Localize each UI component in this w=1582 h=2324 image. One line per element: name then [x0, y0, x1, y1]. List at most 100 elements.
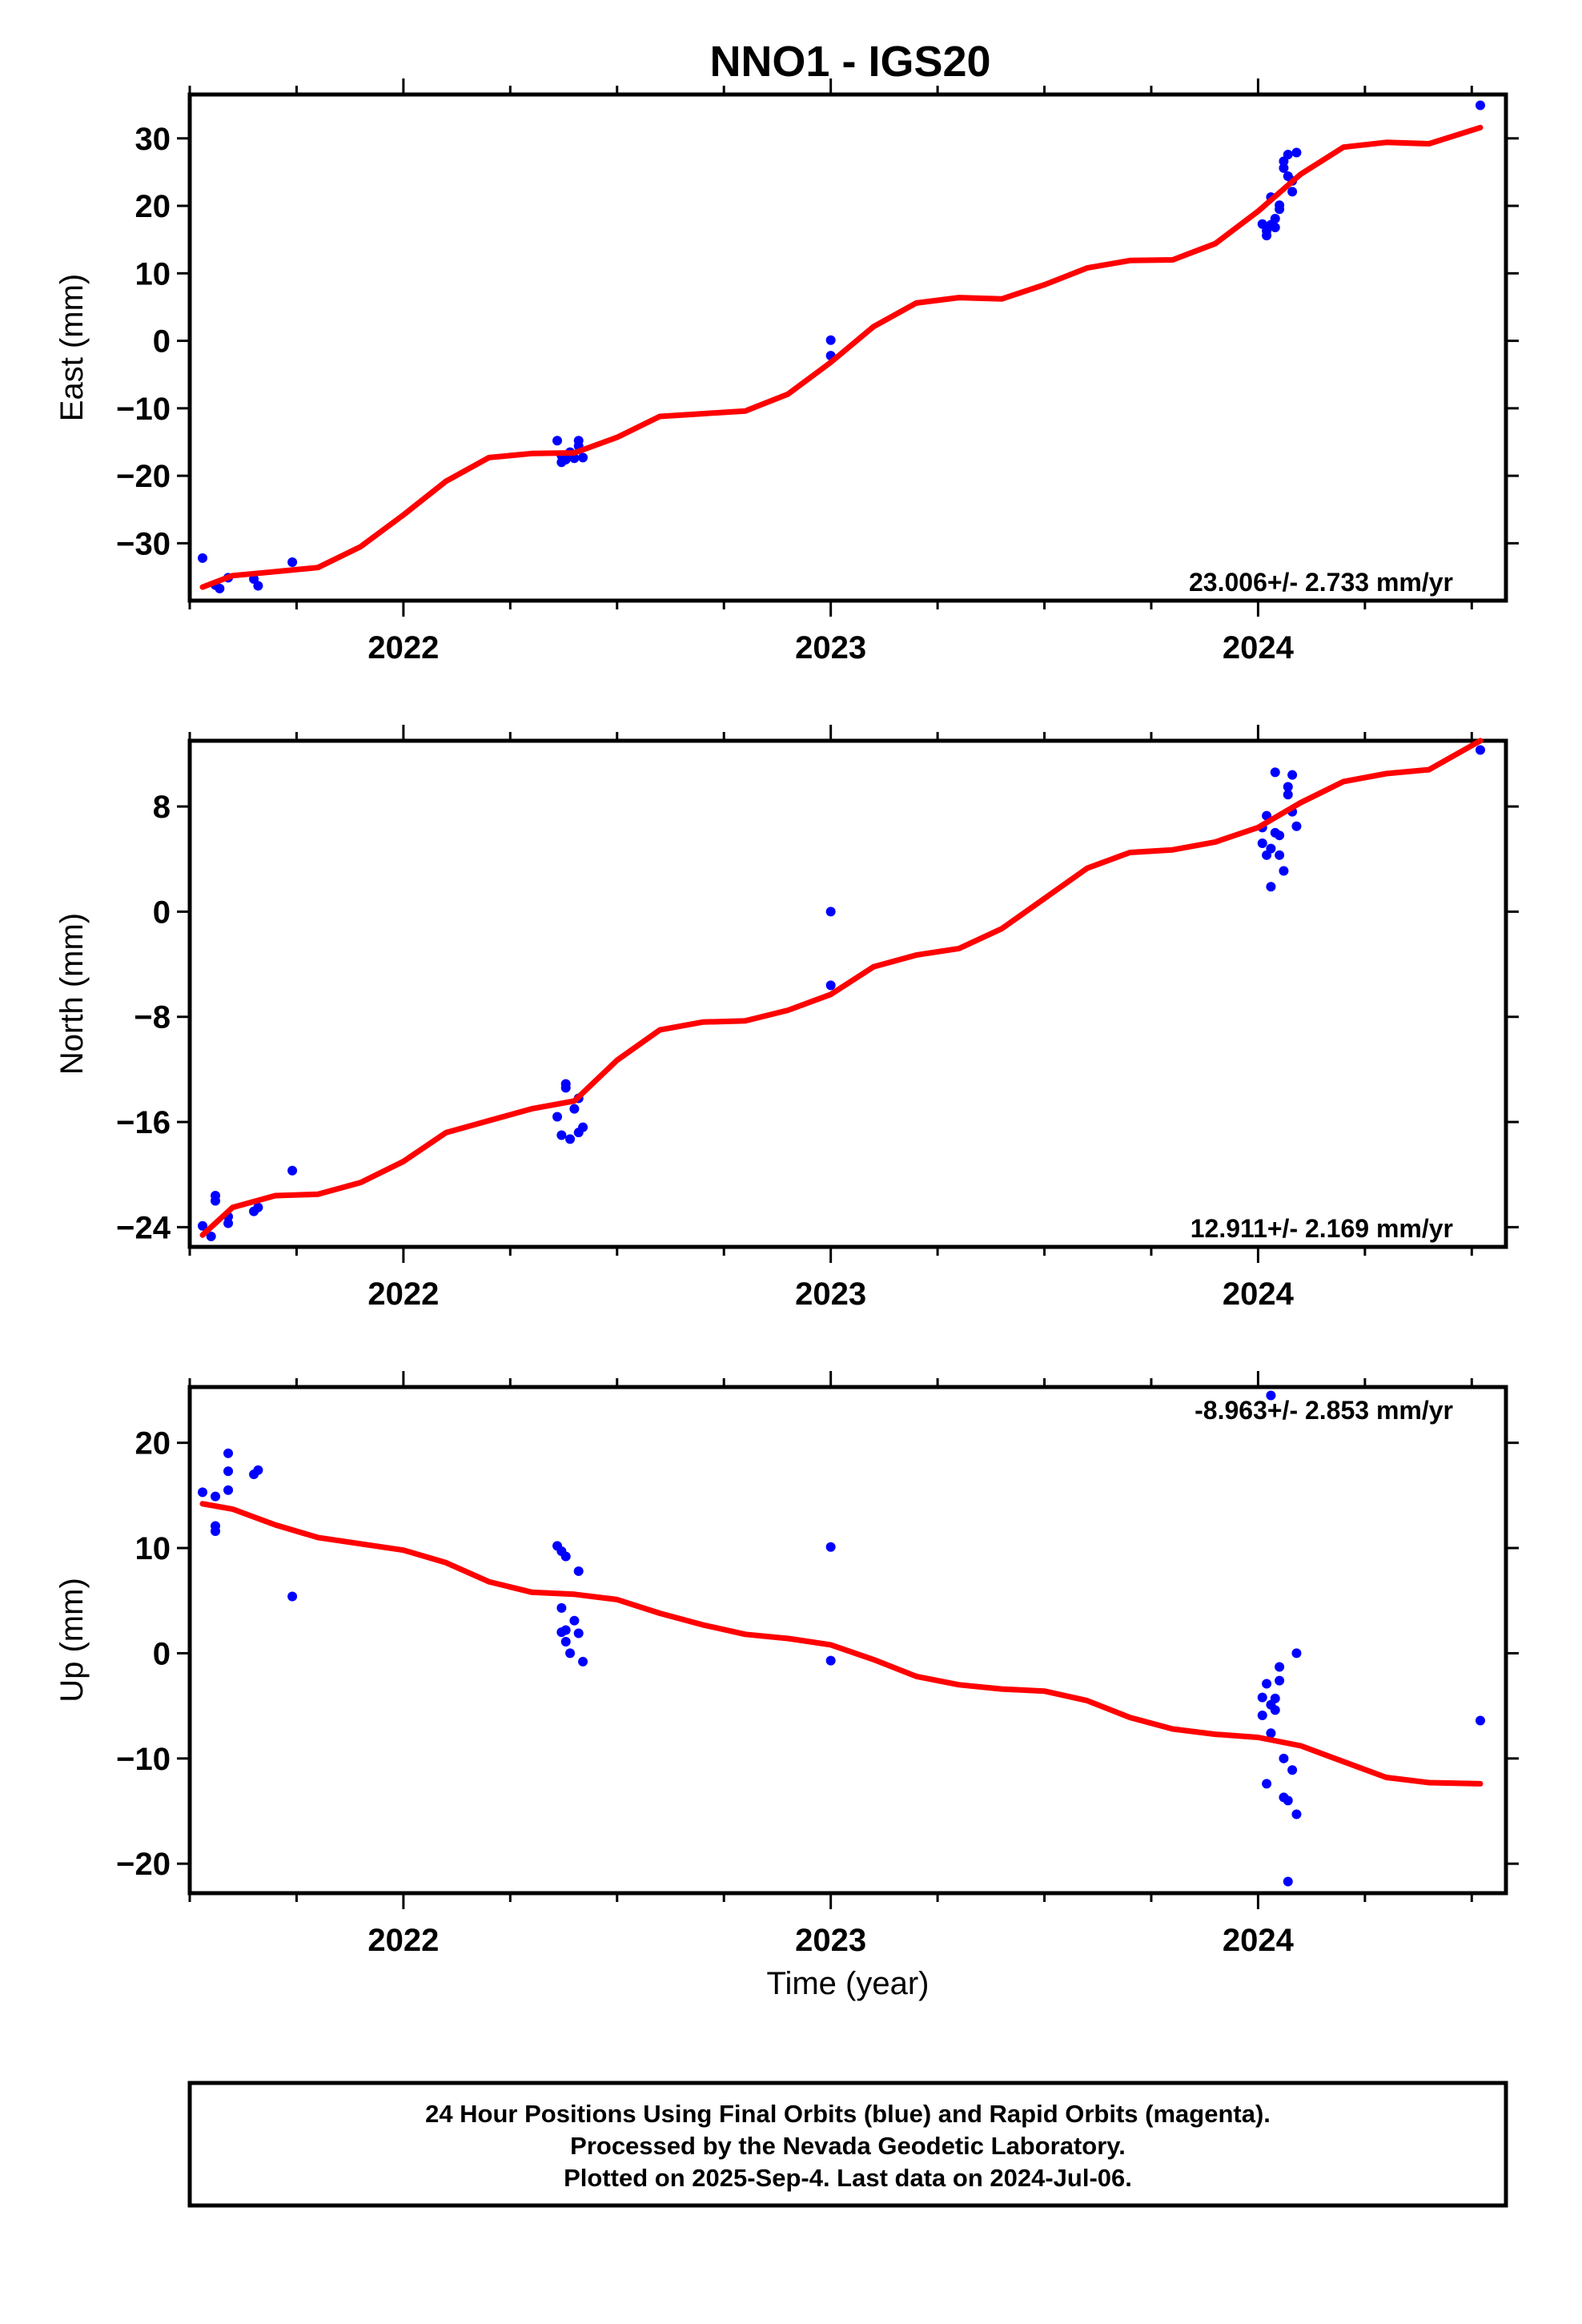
footer-line-2: Processed by the Nevada Geodetic Laborat…	[570, 2132, 1126, 2160]
data-point	[211, 1491, 221, 1502]
y-tick-label: 10	[135, 256, 171, 292]
x-tick-label: 2022	[367, 630, 439, 665]
y-tick-label: −10	[116, 392, 171, 427]
data-point	[560, 1551, 571, 1562]
data-point	[1287, 1765, 1298, 1775]
data-point	[1257, 1692, 1267, 1703]
data-point	[578, 1122, 588, 1132]
x-axis-label: Time (year)	[767, 1966, 930, 2001]
y-tick-label: 0	[153, 1636, 171, 1671]
y-tick-label: 0	[153, 895, 171, 930]
y-tick-label: −24	[116, 1210, 171, 1245]
data-point	[565, 1134, 576, 1144]
data-point	[1287, 187, 1298, 197]
model-curve	[199, 124, 1484, 590]
x-tick-label: 2023	[795, 630, 866, 665]
x-tick-label: 2023	[795, 1277, 866, 1312]
data-point	[825, 1542, 836, 1552]
data-point	[1283, 782, 1293, 792]
data-point	[287, 557, 298, 567]
up-panel: 2022 2023 2024 20 10 0 −10 −20 Up (mm) Time (year…	[54, 1371, 1519, 2001]
model-curve	[199, 738, 1484, 1238]
data-point	[1275, 200, 1285, 211]
y-axis-label: Up (mm)	[54, 1578, 90, 1703]
data-point	[569, 1615, 580, 1626]
data-point	[552, 436, 563, 446]
data-point	[578, 1656, 588, 1667]
x-tick-label: 2022	[367, 1277, 439, 1312]
y-tick-label: 20	[135, 1426, 171, 1462]
data-point	[556, 1602, 567, 1613]
y-tick-label: −20	[116, 459, 171, 494]
data-point	[211, 1196, 221, 1206]
data-point	[1270, 223, 1280, 233]
data-point	[560, 1083, 571, 1093]
data-point	[825, 980, 836, 991]
data-point	[1270, 1705, 1280, 1715]
data-point	[1291, 821, 1302, 831]
data-point	[552, 1112, 563, 1122]
data-point	[1287, 770, 1298, 780]
data-point	[198, 1220, 208, 1231]
data-point	[198, 1487, 208, 1498]
velocity-label: 12.911+/- 2.169 mm/yr	[1191, 1214, 1453, 1243]
data-point	[560, 454, 571, 464]
data-point	[1266, 1390, 1276, 1401]
data-point	[569, 453, 580, 464]
y-tick-label: 8	[153, 790, 171, 825]
data-point	[1270, 214, 1280, 224]
data-point	[1475, 100, 1485, 111]
data-point	[1475, 1715, 1485, 1726]
data-point	[1257, 1710, 1267, 1720]
data-point	[1291, 147, 1302, 158]
data-point	[573, 1566, 584, 1576]
data-point	[573, 1628, 584, 1638]
data-point	[206, 1231, 216, 1241]
y-tick-label: 0	[153, 324, 171, 360]
data-point	[223, 1466, 234, 1477]
data-point	[1291, 1648, 1302, 1659]
x-tick-label: 2024	[1223, 630, 1295, 665]
data-point	[1291, 1809, 1302, 1819]
data-point	[1279, 1753, 1289, 1763]
data-point	[565, 1648, 576, 1659]
footer-line-1: 24 Hour Positions Using Final Orbits (bl…	[425, 2100, 1271, 2128]
x-tick-label: 2022	[367, 1923, 439, 1958]
east-panel: 2022 2023 2024 30 20 10 0 −10 −20 −30 East (mm) 23.…	[54, 78, 1519, 665]
plot-frame	[187, 738, 1508, 1249]
velocity-label: 23.006+/- 2.733 mm/yr	[1189, 568, 1453, 597]
x-tick-label: 2024	[1223, 1923, 1295, 1958]
plot-frame	[187, 92, 1508, 603]
y-tick-label: 10	[135, 1531, 171, 1566]
data-point	[1475, 745, 1485, 755]
data-point	[569, 1104, 580, 1114]
data-point	[825, 907, 836, 917]
y-tick-label: −30	[116, 526, 171, 561]
data-point	[287, 1165, 298, 1176]
data-point	[223, 1485, 234, 1495]
data-point	[1266, 843, 1276, 854]
footer-box: 24 Hour Positions Using Final Orbits (bl…	[187, 2081, 1508, 2208]
data-point	[1275, 830, 1285, 841]
data-point	[253, 1465, 263, 1475]
data-point	[1279, 163, 1289, 173]
data-point	[1279, 866, 1289, 876]
figure-title: NNO1 - IGS20	[709, 38, 990, 86]
data-point	[1275, 1675, 1285, 1686]
data-point	[1275, 850, 1285, 860]
data-point	[556, 1130, 567, 1140]
data-point	[1283, 1876, 1293, 1887]
data-point	[1257, 838, 1267, 849]
data-point	[560, 1636, 571, 1647]
plot-frame	[187, 1385, 1508, 1896]
x-tick-label: 2024	[1223, 1277, 1295, 1312]
data-point	[198, 553, 208, 563]
y-tick-label: −10	[116, 1742, 171, 1777]
data-point	[1270, 767, 1280, 778]
velocity-label: -8.963+/- 2.853 mm/yr	[1195, 1396, 1453, 1425]
y-tick-label: −8	[134, 1000, 171, 1035]
data-point	[253, 581, 263, 591]
data-point	[1283, 1795, 1293, 1806]
y-axis-label: East (mm)	[54, 274, 90, 421]
data-point	[1270, 1693, 1280, 1703]
